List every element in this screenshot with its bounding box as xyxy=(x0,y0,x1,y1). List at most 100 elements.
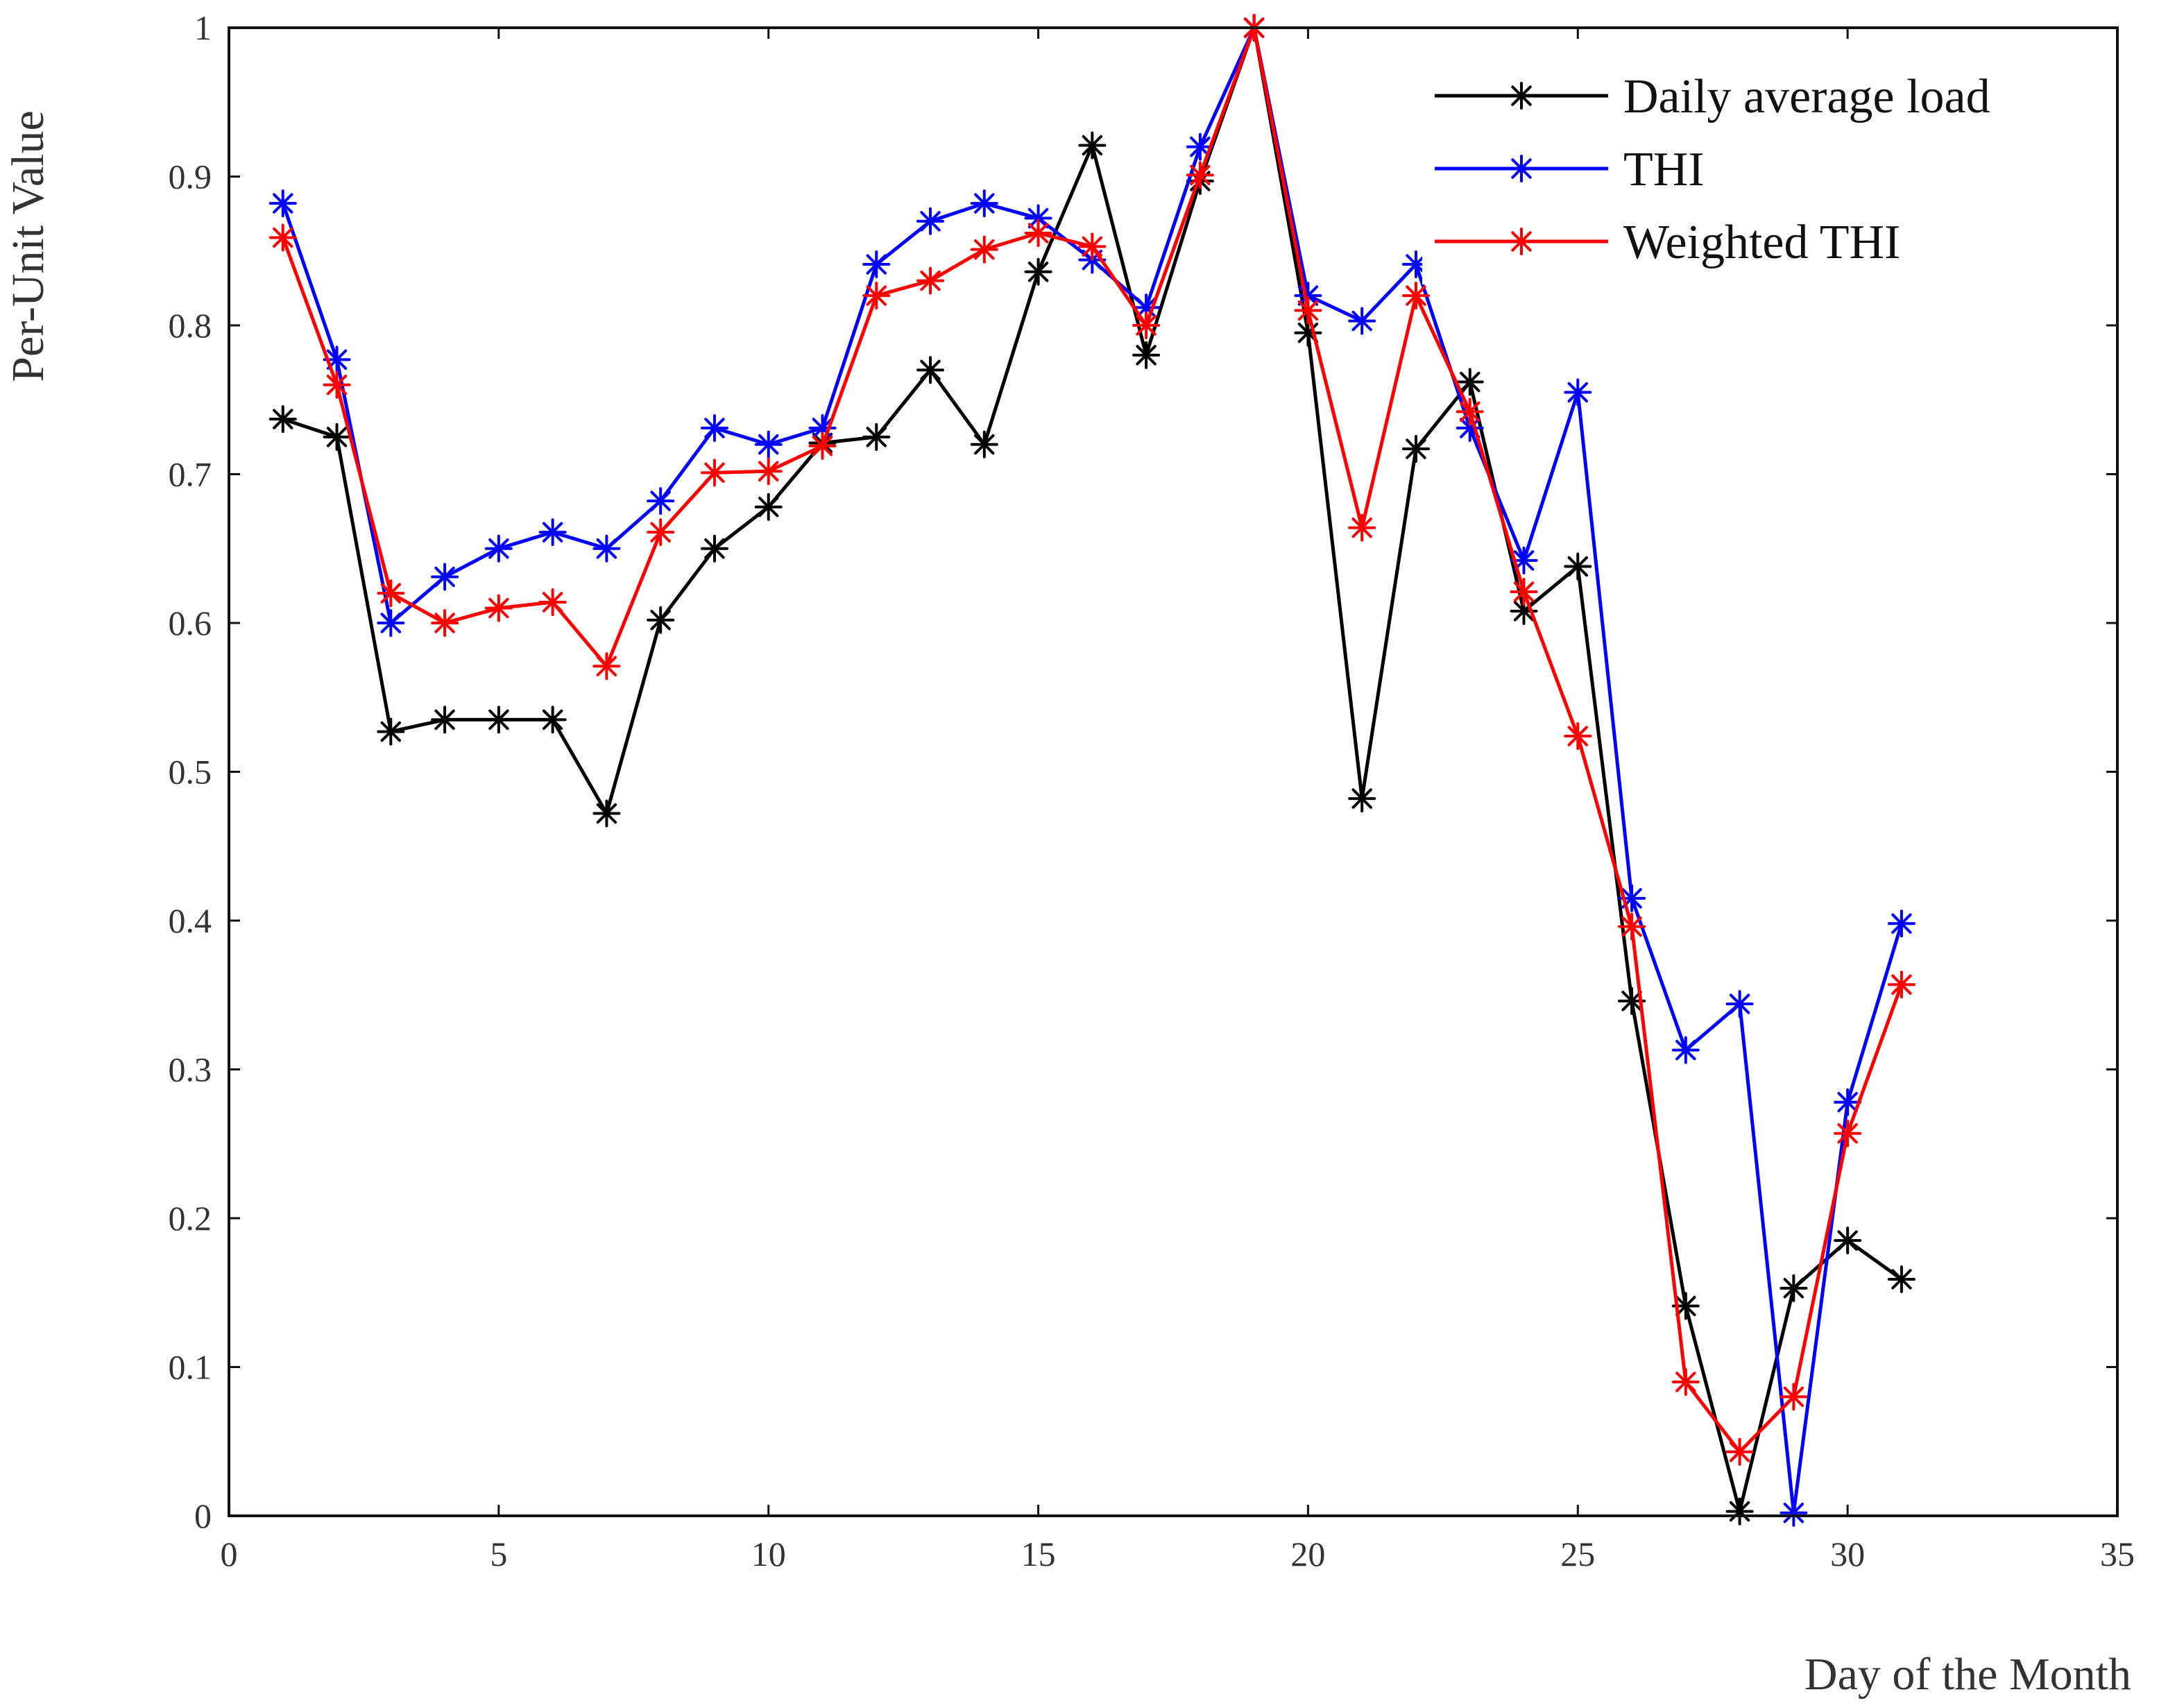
series-weighted-thi xyxy=(268,14,1915,1466)
data-point xyxy=(1078,232,1107,261)
data-point xyxy=(1671,1292,1700,1320)
y-tick-label: 0.8 xyxy=(169,306,212,345)
data-point xyxy=(377,609,405,637)
data-point xyxy=(1834,1227,1862,1255)
legend-box xyxy=(1422,42,2116,284)
y-tick-label: 0.3 xyxy=(169,1050,212,1089)
y-tick-label: 0.4 xyxy=(169,901,212,940)
y-axis-label: Per-Unit Value xyxy=(3,110,53,382)
legend-marker xyxy=(1508,228,1535,255)
data-point xyxy=(592,652,621,681)
data-point xyxy=(484,706,513,734)
data-point xyxy=(1834,1088,1862,1116)
tick-labels: 0 5 10 15 20 25 30 35 0 0.1 0.2 0.3 0.4 0.5 0.6 0.7 0.8 0… xyxy=(169,8,2135,1573)
data-point xyxy=(1024,219,1052,248)
data-point xyxy=(916,266,945,295)
legend-marker xyxy=(1508,155,1535,182)
data-point xyxy=(1348,513,1376,542)
y-tick-label: 0.5 xyxy=(169,753,212,792)
data-point xyxy=(970,235,998,264)
y-tick-label: 1 xyxy=(194,8,212,47)
data-point xyxy=(1132,311,1161,339)
data-point xyxy=(323,422,351,451)
x-tick-label: 25 xyxy=(1560,1535,1595,1573)
data-point xyxy=(1618,912,1646,941)
data-point xyxy=(970,430,998,459)
data-point xyxy=(1401,435,1430,463)
data-point xyxy=(538,588,567,616)
legend-item-daily-average-load: Daily average load xyxy=(1435,70,1990,123)
y-tick-label: 0.1 xyxy=(169,1348,212,1387)
data-point xyxy=(916,356,945,384)
data-point xyxy=(268,405,297,434)
data-point xyxy=(1401,282,1430,310)
data-point xyxy=(647,487,675,515)
legend: Daily average load THI Weighted THI xyxy=(1422,42,2116,284)
data-point xyxy=(754,457,783,486)
data-point xyxy=(1078,131,1107,160)
data-point xyxy=(323,370,351,399)
data-point xyxy=(1671,1036,1700,1064)
y-tick-label: 0.9 xyxy=(169,157,212,196)
data-point xyxy=(1348,307,1376,335)
data-point xyxy=(1456,398,1484,426)
legend-label: Daily average load xyxy=(1623,70,1990,123)
legend-label: THI xyxy=(1623,143,1705,196)
data-point xyxy=(700,534,728,563)
plot-frame xyxy=(228,26,2119,1517)
data-point xyxy=(916,207,945,235)
data-point xyxy=(592,799,621,828)
data-point xyxy=(1294,296,1322,325)
data-point xyxy=(1671,1367,1700,1396)
data-point xyxy=(1186,133,1214,161)
data-point xyxy=(808,432,837,460)
data-point xyxy=(431,563,459,591)
data-point xyxy=(970,189,998,218)
data-point xyxy=(862,250,891,279)
data-point xyxy=(862,282,891,310)
x-tick-label: 30 xyxy=(1830,1535,1865,1573)
data-point xyxy=(484,594,513,622)
data-point xyxy=(268,189,297,218)
y-tick-label: 0 xyxy=(194,1496,212,1535)
data-point xyxy=(1564,722,1592,751)
legend-items: Daily average load THI Weighted THI xyxy=(1435,70,1990,269)
data-point xyxy=(377,717,405,746)
x-tick-label: 20 xyxy=(1290,1535,1325,1573)
data-point xyxy=(862,422,891,451)
x-tick-label: 35 xyxy=(2100,1535,2135,1573)
x-axis-label: Day of the Month xyxy=(1804,1649,2131,1700)
data-point xyxy=(1132,341,1161,369)
data-point xyxy=(1887,909,1915,938)
data-point xyxy=(1780,1274,1808,1302)
x-tick-label: 15 xyxy=(1021,1535,1056,1573)
data-point xyxy=(1725,1497,1754,1526)
data-point xyxy=(1024,204,1052,232)
data-point xyxy=(1186,161,1214,189)
data-point xyxy=(1510,577,1538,606)
data-point xyxy=(647,606,675,634)
data-point xyxy=(1564,552,1592,581)
legend-item-weighted-thi: Weighted THI xyxy=(1435,216,1900,269)
data-point xyxy=(1780,1383,1808,1411)
data-point xyxy=(1887,971,1915,999)
data-point xyxy=(1780,1498,1808,1527)
data-point xyxy=(1834,1119,1862,1147)
data-point xyxy=(1725,990,1754,1018)
data-point xyxy=(1294,282,1322,310)
data-point xyxy=(538,518,567,547)
data-point xyxy=(431,609,459,637)
data-point xyxy=(268,223,297,252)
y-tick-label: 0.2 xyxy=(169,1199,212,1238)
legend-item-thi: THI xyxy=(1435,143,1705,196)
data-point xyxy=(754,430,783,459)
data-point xyxy=(1564,378,1592,407)
x-tick-label: 5 xyxy=(490,1535,507,1573)
data-point xyxy=(484,534,513,563)
data-point xyxy=(1456,368,1484,396)
data-point xyxy=(538,706,567,734)
data-point xyxy=(431,706,459,734)
legend-label: Weighted THI xyxy=(1623,216,1900,269)
x-tick-label: 0 xyxy=(221,1535,238,1573)
